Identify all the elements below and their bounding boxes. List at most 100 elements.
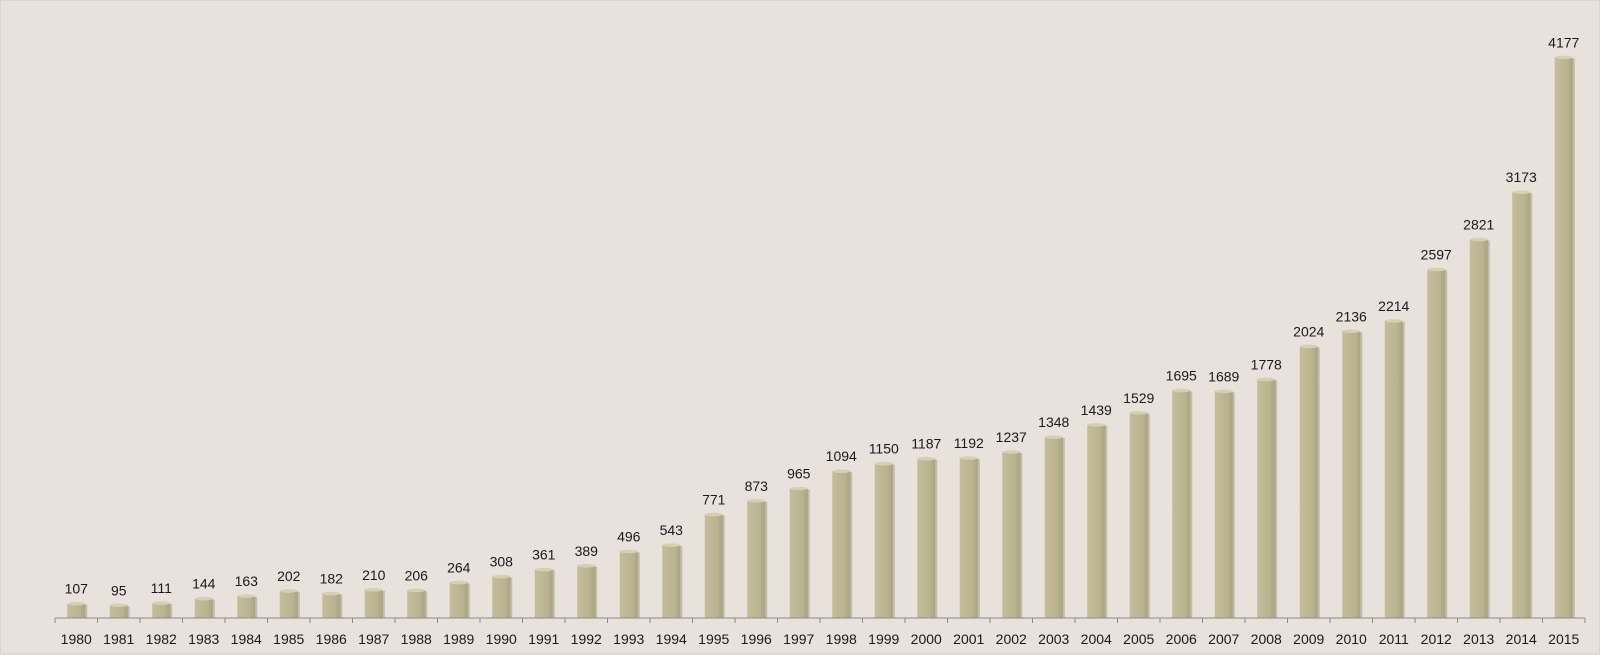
data-label-1996: 873 xyxy=(745,478,769,494)
bar-cap xyxy=(279,589,298,593)
x-tick-label-1987: 1987 xyxy=(358,631,389,647)
bar-1987 xyxy=(364,589,383,618)
data-label-2003: 1348 xyxy=(1038,414,1069,430)
x-tick-label-2010: 2010 xyxy=(1336,631,1367,647)
bar-2014 xyxy=(1512,192,1531,619)
data-label-2015: 4177 xyxy=(1548,35,1579,51)
bar-cap xyxy=(1299,344,1318,349)
x-tick-label-2001: 2001 xyxy=(953,631,984,647)
bar-cap xyxy=(109,603,128,608)
data-label-2011: 2214 xyxy=(1378,298,1409,314)
x-tick-label-2000: 2000 xyxy=(911,631,942,647)
bar-1995 xyxy=(704,514,723,618)
bar-1986 xyxy=(322,593,341,618)
x-tick-label-1995: 1995 xyxy=(698,631,729,647)
data-label-1999: 1150 xyxy=(869,441,899,457)
bar-1980 xyxy=(67,603,86,618)
bar-cap xyxy=(1257,377,1276,382)
bar-cap xyxy=(662,543,681,547)
bar-1994 xyxy=(662,545,681,618)
bar-cap xyxy=(322,591,341,596)
x-tick-label-2003: 2003 xyxy=(1038,631,1069,647)
x-tick-label-1998: 1998 xyxy=(826,631,857,647)
data-label-2002: 1237 xyxy=(996,429,1027,445)
x-tick-label-1994: 1994 xyxy=(656,631,687,647)
bar-cap xyxy=(577,564,596,568)
data-label-2013: 2821 xyxy=(1463,216,1494,232)
data-labels: 107 95 111 144 163 202 182 210 206 264 308 361 389 49… xyxy=(65,35,1580,599)
data-label-2007: 1689 xyxy=(1208,368,1239,384)
x-axis: 1980 1981 1982 1983 1984 1985 1986 1987 1988 1989… xyxy=(54,617,1586,647)
bar-1999 xyxy=(874,463,893,618)
bar-cap xyxy=(1342,329,1361,334)
data-label-2005: 1529 xyxy=(1123,390,1154,406)
bar-cap xyxy=(492,574,511,579)
bar-1997 xyxy=(789,488,808,618)
bar-cap xyxy=(747,499,766,503)
x-tick-label-2002: 2002 xyxy=(996,631,1027,647)
bar-2010 xyxy=(1342,331,1361,618)
bar-2006 xyxy=(1172,390,1191,618)
bar-2009 xyxy=(1299,346,1318,618)
bar-1993 xyxy=(619,551,638,618)
data-label-1982: 111 xyxy=(151,580,172,596)
bar-cap xyxy=(1172,388,1191,393)
data-label-2010: 2136 xyxy=(1336,308,1367,324)
bar-cap xyxy=(67,601,86,606)
x-tick-label-1986: 1986 xyxy=(316,631,347,647)
x-tick-label-2014: 2014 xyxy=(1506,631,1537,647)
x-tick-label-1989: 1989 xyxy=(443,631,474,647)
data-label-2004: 1439 xyxy=(1081,402,1112,418)
x-tick-label-1984: 1984 xyxy=(231,631,262,647)
bar-cap xyxy=(237,594,256,598)
x-tick-label-1981: 1981 xyxy=(103,631,134,647)
bar-1996 xyxy=(747,500,766,618)
bar-cap xyxy=(449,580,468,585)
x-tick-label-2008: 2008 xyxy=(1251,631,1282,647)
bar-cap xyxy=(1469,237,1488,242)
bar-cap xyxy=(832,469,851,474)
x-tick-label-2007: 2007 xyxy=(1208,631,1239,647)
bar-2000 xyxy=(917,458,936,618)
data-label-1988: 206 xyxy=(405,567,429,583)
x-tick-label-1996: 1996 xyxy=(741,631,772,647)
data-label-2000: 1187 xyxy=(911,436,941,452)
data-label-1983: 144 xyxy=(192,576,216,592)
data-label-1984: 163 xyxy=(235,573,259,589)
bar-1981 xyxy=(109,605,128,618)
x-tick-label-2009: 2009 xyxy=(1293,631,1324,647)
bar-cap xyxy=(1384,319,1403,323)
x-tick-label-1993: 1993 xyxy=(613,631,644,647)
bar-cap xyxy=(1427,267,1446,272)
x-tick-label-1983: 1983 xyxy=(188,631,219,647)
bar-cap xyxy=(704,512,723,517)
bar-cap xyxy=(364,588,383,592)
bar-cap xyxy=(407,588,426,593)
bar-2012 xyxy=(1427,269,1446,618)
data-label-2001: 1192 xyxy=(954,435,984,451)
bar-1992 xyxy=(577,565,596,618)
bar-cap xyxy=(1129,411,1148,415)
x-tick-label-2006: 2006 xyxy=(1166,631,1197,647)
x-tick-label-1992: 1992 xyxy=(571,631,602,647)
x-tick-label-2013: 2013 xyxy=(1463,631,1494,647)
data-label-1985: 202 xyxy=(277,568,301,584)
x-tick-label-1988: 1988 xyxy=(401,631,432,647)
bar-2011 xyxy=(1384,320,1403,618)
data-label-1980: 107 xyxy=(65,581,89,597)
bar-cap xyxy=(959,456,978,460)
x-tick-label-2005: 2005 xyxy=(1123,631,1154,647)
bar-1998 xyxy=(832,471,851,618)
data-label-2012: 2597 xyxy=(1421,247,1452,263)
data-label-1997: 965 xyxy=(787,466,811,482)
bar-cap xyxy=(1512,190,1531,195)
x-tick-label-1982: 1982 xyxy=(146,631,177,647)
bar-1988 xyxy=(407,590,426,618)
x-tick-label-1999: 1999 xyxy=(868,631,899,647)
bar-2005 xyxy=(1129,412,1148,618)
bar-1991 xyxy=(534,569,553,618)
bar-cap xyxy=(789,486,808,491)
data-label-2008: 1778 xyxy=(1251,356,1282,372)
